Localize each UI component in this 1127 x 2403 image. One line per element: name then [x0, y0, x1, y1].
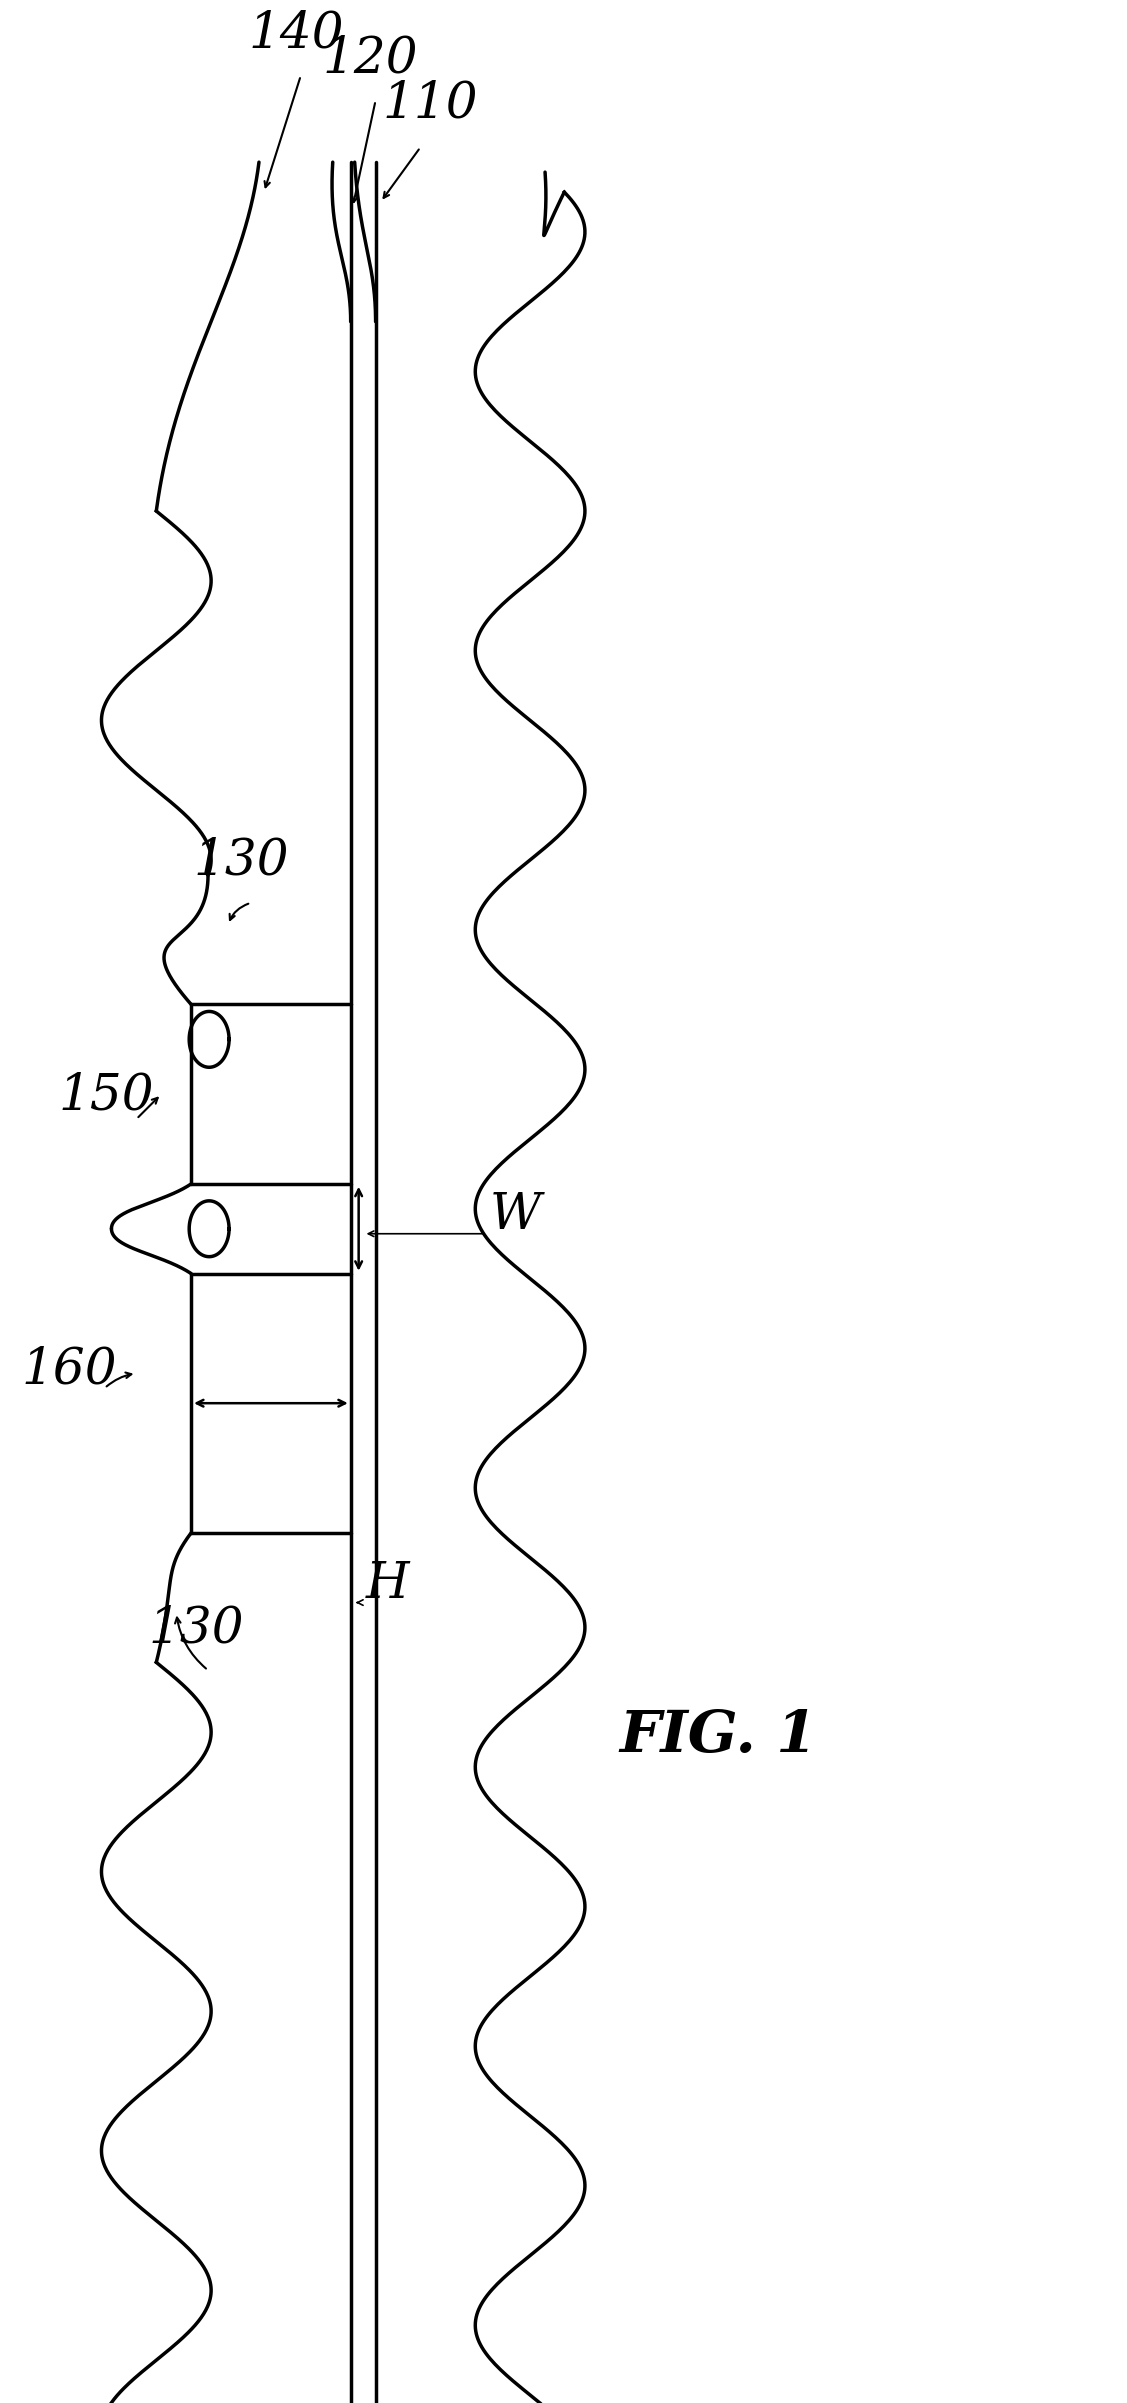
Text: 110: 110 [382, 79, 478, 127]
Text: W: W [490, 1189, 542, 1240]
Text: 160: 160 [21, 1346, 117, 1394]
Text: 140: 140 [248, 10, 344, 58]
Text: 130: 130 [193, 836, 289, 887]
Text: H: H [365, 1560, 409, 1608]
Text: FIG. 1: FIG. 1 [620, 1709, 818, 1764]
Text: 150: 150 [59, 1072, 154, 1120]
Text: 130: 130 [149, 1603, 243, 1653]
Text: 120: 120 [322, 34, 418, 84]
